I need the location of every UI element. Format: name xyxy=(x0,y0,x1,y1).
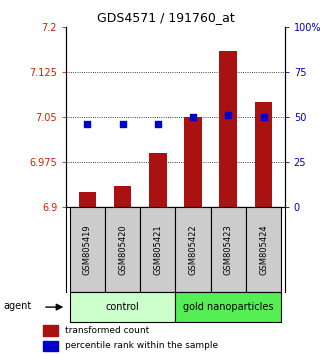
Text: GSM805424: GSM805424 xyxy=(259,224,268,275)
Text: GSM805422: GSM805422 xyxy=(189,224,198,275)
Bar xyxy=(105,207,140,292)
Text: percentile rank within the sample: percentile rank within the sample xyxy=(65,341,218,350)
Text: GSM805421: GSM805421 xyxy=(153,224,162,275)
Bar xyxy=(43,325,58,336)
Point xyxy=(85,121,90,127)
Text: control: control xyxy=(106,302,139,312)
Bar xyxy=(175,207,211,292)
Text: GSM805423: GSM805423 xyxy=(224,224,233,275)
Bar xyxy=(78,192,96,207)
Bar xyxy=(70,207,105,292)
Text: GSM805419: GSM805419 xyxy=(83,224,92,275)
Bar xyxy=(140,207,175,292)
Bar xyxy=(114,186,131,207)
Point xyxy=(261,114,266,120)
Text: GSM805420: GSM805420 xyxy=(118,224,127,275)
Bar xyxy=(175,292,281,322)
Bar xyxy=(149,153,166,207)
Point xyxy=(120,121,125,127)
Bar xyxy=(219,51,237,207)
Text: GDS4571 / 191760_at: GDS4571 / 191760_at xyxy=(97,11,234,24)
Point xyxy=(155,121,161,127)
Bar xyxy=(43,341,58,351)
Bar xyxy=(246,207,281,292)
Bar xyxy=(184,117,202,207)
Point xyxy=(190,114,196,120)
Bar xyxy=(70,292,175,322)
Text: gold nanoparticles: gold nanoparticles xyxy=(183,302,273,312)
Bar xyxy=(255,102,272,207)
Bar xyxy=(211,207,246,292)
Text: transformed count: transformed count xyxy=(65,326,149,335)
Text: agent: agent xyxy=(3,301,31,310)
Point xyxy=(226,112,231,118)
